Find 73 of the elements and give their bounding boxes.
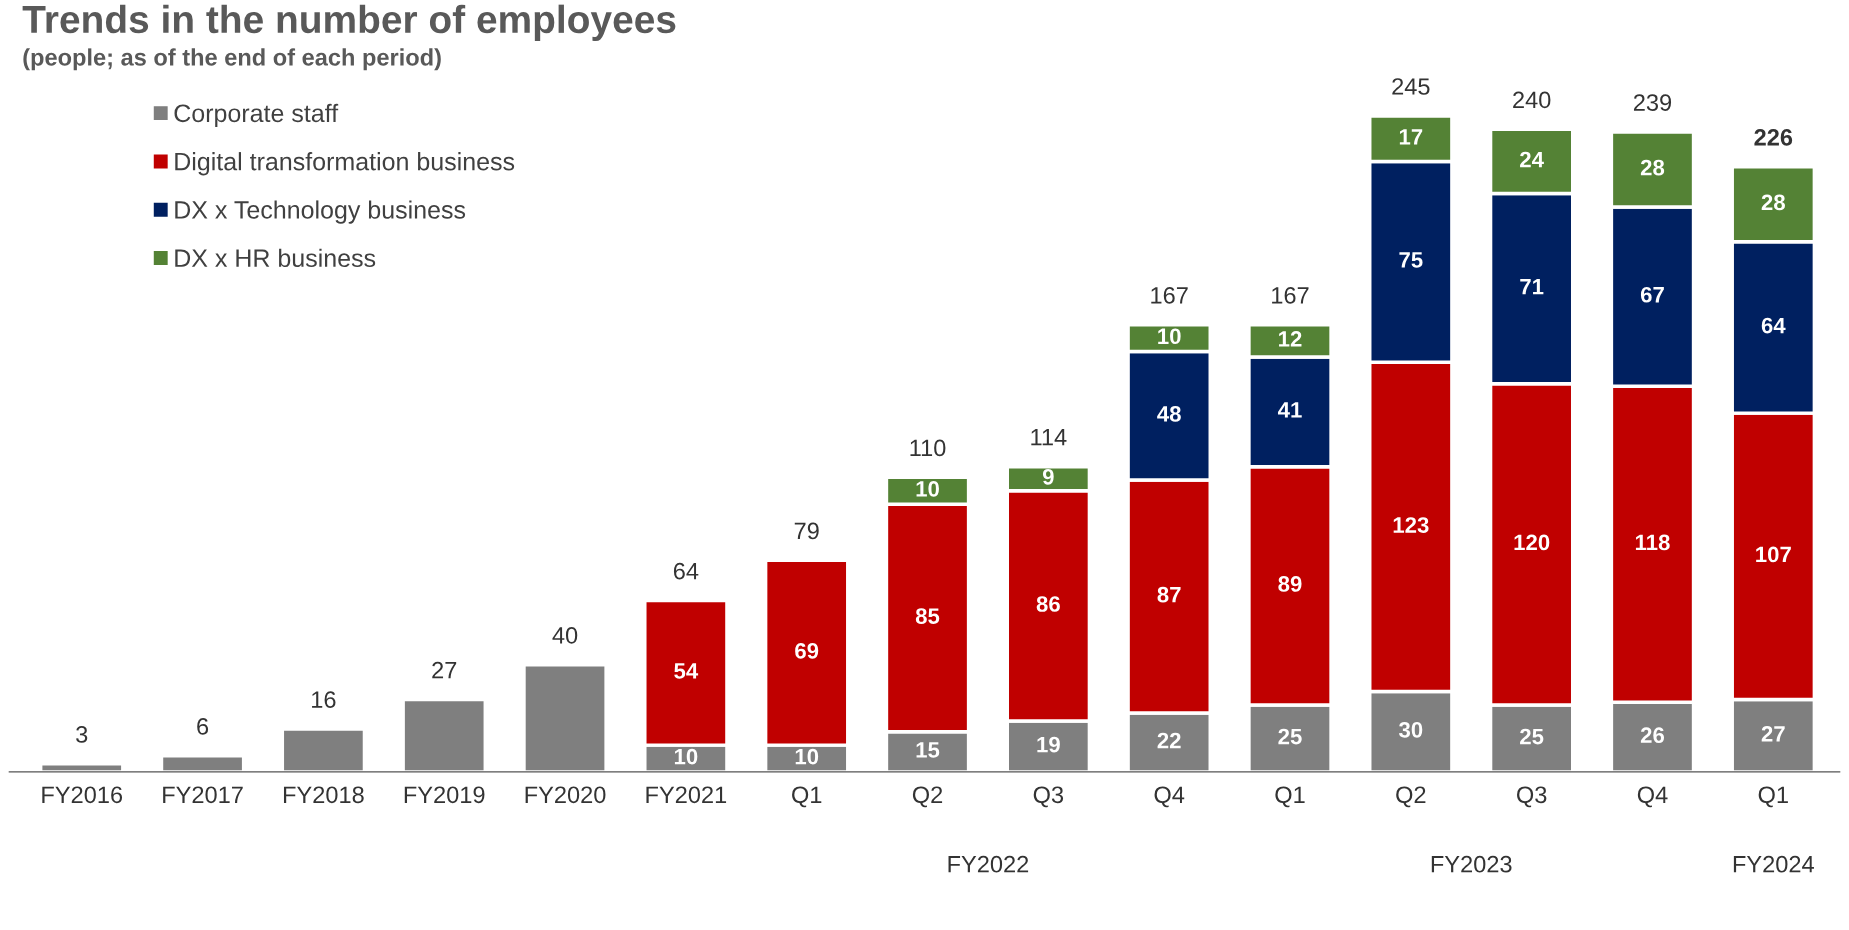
data-label: 27 <box>1761 725 1785 742</box>
total-label: 110 <box>910 439 946 457</box>
data-label: 10 <box>795 748 819 765</box>
data-label: 75 <box>1399 252 1423 268</box>
x-tick-label: Q3 <box>1033 786 1064 808</box>
total-label: 114 <box>1031 429 1067 446</box>
total-label: 226 <box>1754 129 1793 146</box>
x-tick-label: Q4 <box>1637 786 1668 808</box>
data-label: 64 <box>1761 317 1786 334</box>
data-label: 67 <box>1640 286 1664 303</box>
data-label: 17 <box>1399 129 1423 145</box>
data-label: 10 <box>916 480 939 497</box>
data-label: 89 <box>1278 576 1302 592</box>
chart-title: Trends in the number of employees <box>22 4 676 41</box>
x-tick-label: FY2020 <box>525 786 606 804</box>
data-label: 87 <box>1157 586 1181 603</box>
data-label: 41 <box>1277 402 1302 418</box>
data-label: 15 <box>916 742 940 758</box>
total-label: 3 <box>76 726 88 743</box>
x-tick-label: Q2 <box>912 786 943 808</box>
total-label: 239 <box>1633 94 1672 111</box>
x-tick-label: Q1 <box>1275 786 1305 808</box>
data-label: 9 <box>1042 468 1054 485</box>
total-label: 167 <box>1151 286 1188 304</box>
x-tick-label: FY2018 <box>283 786 364 804</box>
total-label: 79 <box>794 522 819 540</box>
data-label: 10 <box>1158 328 1181 345</box>
legend-label: DX x Technology business <box>175 200 466 224</box>
data-label: 22 <box>1157 732 1181 749</box>
data-label: 86 <box>1036 596 1060 612</box>
x-tick-label: Q4 <box>1154 786 1185 808</box>
x-tick-label: FY2016 <box>42 786 123 804</box>
data-label: 48 <box>1157 406 1181 422</box>
data-label: 12 <box>1279 331 1302 347</box>
legend-label: Digital transformation business <box>175 152 515 176</box>
total-label: 27 <box>432 661 457 679</box>
total-label: 64 <box>673 562 699 580</box>
data-label: 85 <box>915 608 940 624</box>
data-label: 28 <box>1640 159 1665 176</box>
data-label: 25 <box>1278 728 1302 745</box>
data-label: 54 <box>674 663 699 679</box>
text: FY2024 <box>1733 855 1814 873</box>
text: FY2022 <box>948 855 1029 873</box>
x-tick-label: FY2017 <box>163 786 243 804</box>
data-label: 69 <box>795 642 819 659</box>
legend-label: Corporate staff <box>174 103 339 128</box>
text: FY2023 <box>1431 855 1512 873</box>
data-label: 123 <box>1393 517 1429 533</box>
data-label: 10 <box>674 748 698 765</box>
data-label: 107 <box>1756 546 1791 563</box>
data-label: 25 <box>1520 728 1544 745</box>
chart-subtitle: (people; as of the end of each period) <box>23 48 441 71</box>
x-tick-label: Q1 <box>1758 786 1788 808</box>
x-tick-label: Q2 <box>1396 786 1426 808</box>
total-label: 16 <box>312 691 336 708</box>
x-tick-label: FY2019 <box>404 786 485 804</box>
legend-label: DX x HR business <box>175 248 376 268</box>
data-label: 26 <box>1640 727 1665 744</box>
total-label: 245 <box>1392 78 1430 95</box>
data-label: 28 <box>1761 194 1785 211</box>
x-tick-label: Q1 <box>792 786 822 808</box>
data-label: 71 <box>1520 279 1544 295</box>
x-tick-label: FY2021 <box>646 786 727 804</box>
total-label: 167 <box>1272 286 1309 304</box>
total-label: 40 <box>552 627 578 644</box>
total-label: 240 <box>1513 91 1551 109</box>
data-label: 120 <box>1514 534 1550 551</box>
data-label: 30 <box>1398 721 1423 738</box>
x-tick-label: Q3 <box>1517 786 1547 808</box>
data-label: 19 <box>1037 736 1060 753</box>
data-label: 24 <box>1520 151 1544 168</box>
total-label: 6 <box>197 718 209 735</box>
data-label: 118 <box>1635 534 1670 551</box>
